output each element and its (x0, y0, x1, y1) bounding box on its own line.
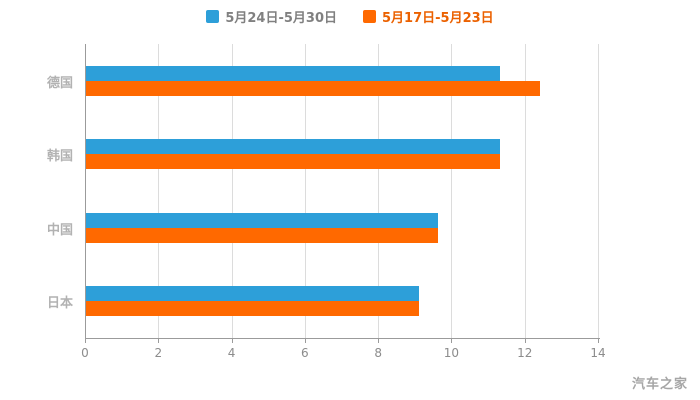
x-axis-tick (598, 338, 599, 343)
x-axis-tick-label: 0 (81, 346, 89, 360)
gridline (158, 44, 160, 338)
x-axis-tick-label: 2 (154, 346, 163, 360)
x-axis-tick (451, 338, 453, 343)
legend-label: 5月17日-5月23日 (382, 11, 494, 26)
bar-德国-series-1 (86, 80, 541, 96)
x-axis-tick (231, 338, 233, 343)
category-label: 德国 (46, 75, 73, 91)
category-label: 韩国 (46, 149, 73, 165)
gridline (598, 44, 599, 338)
legend-label: 5月24日-5月30日 (225, 11, 337, 26)
x-axis-tick (524, 338, 526, 343)
gridline (304, 44, 306, 338)
bar-韩国-series-0 (86, 139, 501, 155)
gridline (451, 44, 453, 338)
y-axis-line (85, 44, 86, 338)
x-axis-tick-label: 12 (517, 346, 533, 360)
bar-德国-series-0 (86, 65, 501, 81)
x-axis-tick-label: 4 (227, 346, 236, 360)
legend-item-0[interactable]: 5月24日-5月30日 (206, 7, 337, 26)
gridline (524, 44, 526, 338)
x-axis-tick-label: 6 (301, 346, 309, 360)
legend-swatch-icon (206, 10, 220, 23)
x-axis-tick (85, 338, 86, 343)
x-axis-tick (304, 338, 306, 343)
bar-韩国-series-1 (86, 154, 501, 170)
x-axis-tick (158, 338, 160, 343)
x-axis-tick-label: 14 (590, 346, 606, 360)
x-axis-tick (378, 338, 380, 343)
x-axis-tick-label: 10 (443, 346, 460, 360)
category-label: 中国 (46, 222, 73, 238)
x-axis-line (85, 338, 600, 339)
bar-中国-series-1 (86, 227, 438, 243)
legend: 5月24日-5月30日 5月17日-5月23日 (0, 7, 700, 26)
legend-swatch-icon (363, 10, 376, 23)
gridline (231, 44, 233, 338)
legend-item-1[interactable]: 5月17日-5月23日 (363, 7, 494, 26)
bar-中国-series-0 (86, 212, 438, 228)
gridline (378, 44, 380, 338)
category-label: 日本 (46, 296, 73, 312)
bar-日本-series-1 (86, 301, 420, 317)
x-axis-tick-label: 8 (374, 346, 382, 360)
watermark-logo: 汽车之家 (631, 377, 688, 392)
bar-日本-series-0 (86, 286, 420, 302)
